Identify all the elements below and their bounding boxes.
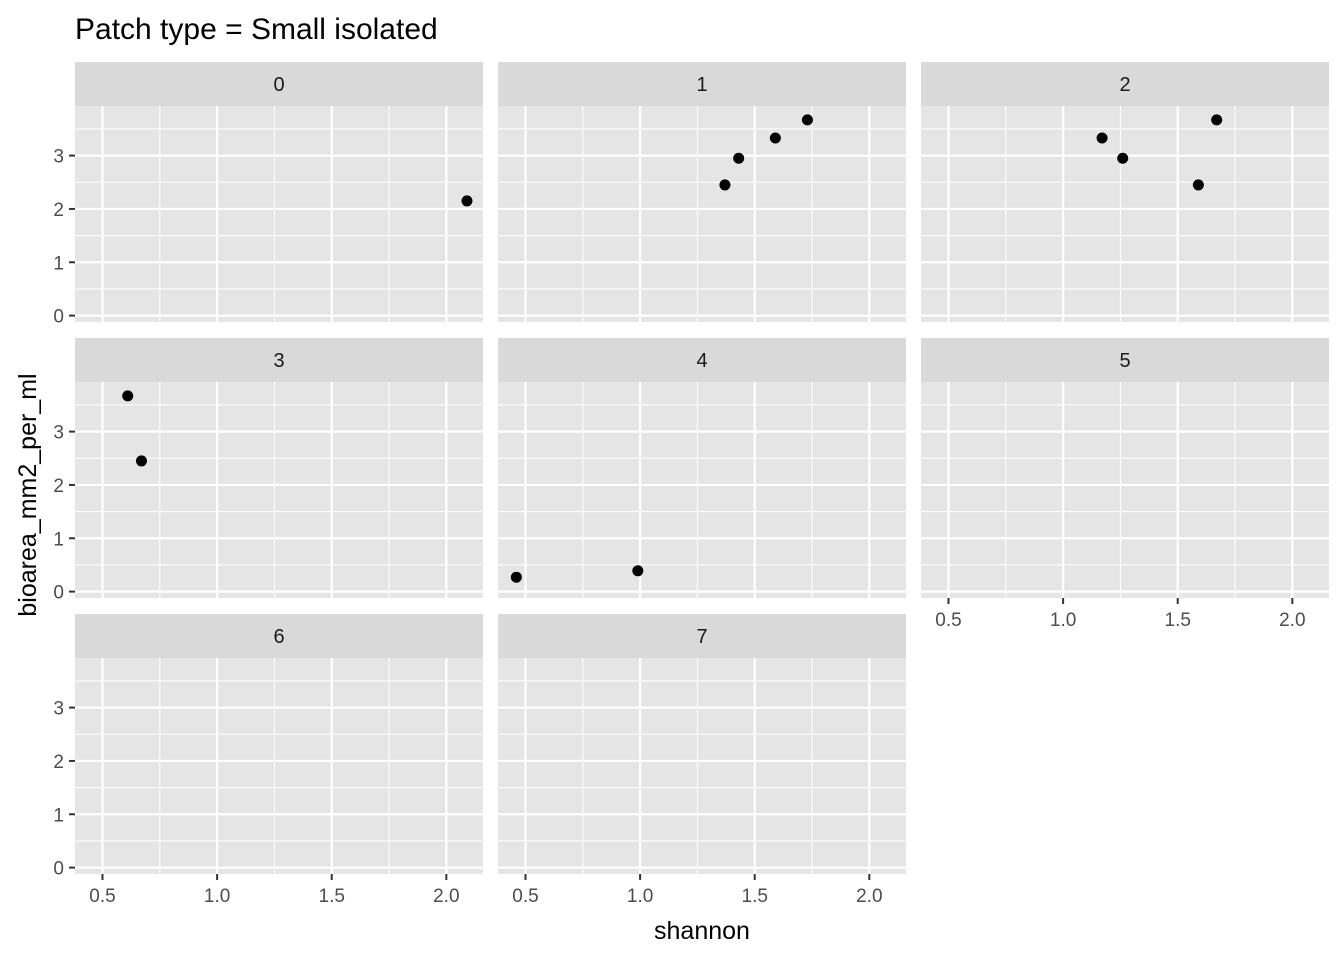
data-point xyxy=(1211,114,1223,126)
data-point xyxy=(1096,132,1108,144)
panel-background xyxy=(921,106,1329,322)
strip-label: 0 xyxy=(273,74,284,96)
x-tick-label: 0.5 xyxy=(935,610,961,631)
strip-label: 5 xyxy=(1119,350,1130,372)
panel-background xyxy=(498,382,906,598)
strip-background xyxy=(498,62,906,106)
panel-background xyxy=(75,658,483,874)
x-axis-title: shannon xyxy=(654,917,750,945)
y-axis-title: bioarea_mm2_per_ml xyxy=(14,373,42,616)
y-tick-label: 3 xyxy=(53,147,64,168)
plot-area: 0 1 2 3 xyxy=(53,382,483,604)
data-point xyxy=(122,390,134,402)
plot-area: 0.5 1.0 1.5 2.0 xyxy=(921,382,1329,631)
facet-panel-7: 7 0.5 1.0 1.5 2.0 xyxy=(498,614,906,907)
y-tick-label: 0 xyxy=(53,859,64,880)
plot-area xyxy=(921,106,1329,322)
data-point xyxy=(1117,152,1129,164)
x-tick-label: 2.0 xyxy=(433,886,459,907)
facet-panel-1: 1 xyxy=(498,62,906,322)
data-point xyxy=(719,179,731,191)
x-tick-label: 1.5 xyxy=(742,886,768,907)
strip-label: 7 xyxy=(696,626,707,648)
data-point xyxy=(461,195,473,207)
facet-panel-2: 2 xyxy=(921,62,1329,322)
data-point xyxy=(733,152,745,164)
plot-area: 0 1 2 3 0.5 1.0 1.5 2.0 xyxy=(53,658,483,907)
data-point xyxy=(769,132,781,144)
strip-background xyxy=(921,338,1329,382)
plot-area: 0 1 2 3 xyxy=(53,106,483,328)
panel-background xyxy=(498,106,906,322)
x-tick-label: 1.0 xyxy=(204,886,230,907)
x-tick-label: 0.5 xyxy=(89,886,115,907)
panel-background xyxy=(921,382,1329,598)
strip-background xyxy=(921,62,1329,106)
y-tick-label: 3 xyxy=(53,699,64,720)
data-point xyxy=(801,114,813,126)
y-tick-label: 2 xyxy=(53,200,64,221)
strip-background xyxy=(498,614,906,658)
plot-area xyxy=(498,382,906,598)
strip-background xyxy=(75,338,483,382)
facet-panel-5: 5 0.5 1.0 1.5 2.0 xyxy=(921,338,1329,631)
x-tick-label: 2.0 xyxy=(856,886,882,907)
x-tick-label: 1.0 xyxy=(627,886,653,907)
y-tick-label: 0 xyxy=(53,307,64,328)
y-tick-label: 2 xyxy=(53,752,64,773)
y-tick-label: 1 xyxy=(53,529,64,550)
y-tick-label: 3 xyxy=(53,423,64,444)
plot-area xyxy=(498,106,906,322)
facet-panel-0: 0 0 1 2 3 xyxy=(53,62,483,328)
y-tick-label: 1 xyxy=(53,805,64,826)
strip-background xyxy=(75,614,483,658)
data-point xyxy=(632,565,644,577)
x-tick-label: 1.5 xyxy=(319,886,345,907)
y-tick-label: 2 xyxy=(53,476,64,497)
strip-background xyxy=(498,338,906,382)
panel-background xyxy=(498,658,906,874)
facet-panel-3: 3 0 1 2 3 xyxy=(53,338,483,604)
x-tick-label: 0.5 xyxy=(512,886,538,907)
strip-label: 1 xyxy=(696,74,707,96)
x-tick-label: 2.0 xyxy=(1279,610,1305,631)
data-point xyxy=(510,571,522,583)
facet-panels: 0 0 1 2 3 1 2 3 0 1 2 3 4 5 0.5 1.0 1.5 2.0 6 0 1 2 3 0.5 1.0 1.5… xyxy=(53,62,1329,907)
strip-label: 2 xyxy=(1119,74,1130,96)
y-tick-label: 1 xyxy=(53,253,64,274)
y-tick-label: 0 xyxy=(53,583,64,604)
data-point xyxy=(135,455,147,467)
facet-panel-4: 4 xyxy=(498,338,906,598)
facet-panel-6: 6 0 1 2 3 0.5 1.0 1.5 2.0 xyxy=(53,614,483,907)
x-tick-label: 1.0 xyxy=(1050,610,1076,631)
x-tick-label: 1.5 xyxy=(1165,610,1191,631)
panel-background xyxy=(75,106,483,322)
data-point xyxy=(1192,179,1204,191)
chart-title: Patch type = Small isolated xyxy=(75,13,438,46)
plot-area: 0.5 1.0 1.5 2.0 xyxy=(498,658,906,907)
strip-label: 4 xyxy=(696,350,707,372)
panel-background xyxy=(75,382,483,598)
strip-label: 6 xyxy=(273,626,284,648)
strip-background xyxy=(75,62,483,106)
strip-label: 3 xyxy=(273,350,284,372)
